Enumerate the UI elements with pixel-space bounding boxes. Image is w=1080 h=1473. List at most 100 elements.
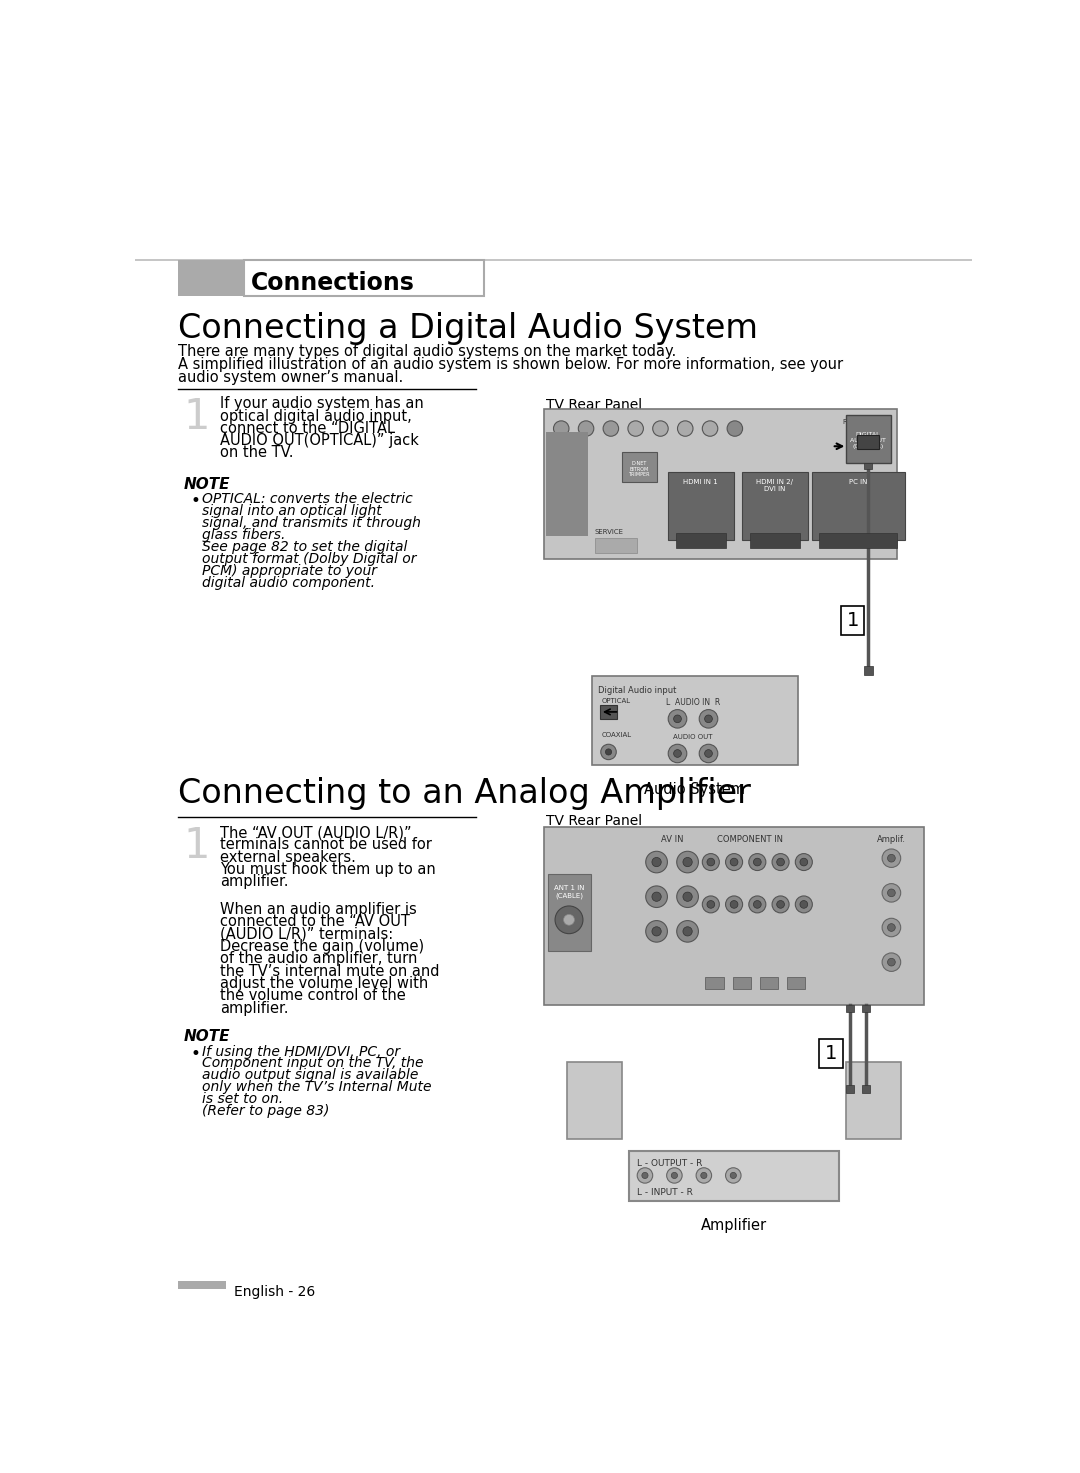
Circle shape xyxy=(564,915,575,925)
Circle shape xyxy=(674,750,681,757)
Circle shape xyxy=(646,851,667,873)
Circle shape xyxy=(730,859,738,866)
Circle shape xyxy=(888,959,895,966)
Bar xyxy=(846,415,891,463)
Bar xyxy=(742,473,808,541)
Circle shape xyxy=(704,714,713,723)
Circle shape xyxy=(748,896,766,913)
Text: (AUDIO L/R)” terminals:: (AUDIO L/R)” terminals: xyxy=(220,927,393,941)
Circle shape xyxy=(726,896,743,913)
Text: signal into an optical light: signal into an optical light xyxy=(202,504,382,518)
Bar xyxy=(732,977,751,988)
Circle shape xyxy=(800,900,808,909)
Bar xyxy=(622,452,657,483)
Bar xyxy=(545,433,589,536)
Circle shape xyxy=(646,885,667,907)
Text: 1: 1 xyxy=(825,1044,837,1064)
Text: If your audio system has an: If your audio system has an xyxy=(220,396,424,411)
Circle shape xyxy=(704,750,713,757)
Circle shape xyxy=(882,918,901,937)
Bar xyxy=(847,1005,854,1012)
Circle shape xyxy=(777,900,784,909)
Text: The “AV OUT (AUDIO L/R)”: The “AV OUT (AUDIO L/R)” xyxy=(220,825,411,840)
Circle shape xyxy=(888,854,895,862)
Text: the volume control of the: the volume control of the xyxy=(220,988,406,1003)
Text: TV Rear Panel: TV Rear Panel xyxy=(545,398,642,412)
Text: output format (Dolby Digital or: output format (Dolby Digital or xyxy=(202,552,417,566)
Bar xyxy=(820,1038,842,1068)
Circle shape xyxy=(677,885,699,907)
Circle shape xyxy=(699,744,718,763)
Circle shape xyxy=(882,953,901,971)
Text: There are many types of digital audio systems on the market today.: There are many types of digital audio sy… xyxy=(177,343,676,359)
Text: D-NET
BITROM
TRIMPER: D-NET BITROM TRIMPER xyxy=(627,461,649,477)
Bar xyxy=(750,533,800,548)
Text: A simplified illustration of an audio system is shown below. For more informatio: A simplified illustration of an audio sy… xyxy=(177,356,842,373)
Bar xyxy=(676,533,727,548)
Circle shape xyxy=(555,906,583,934)
Bar xyxy=(841,605,864,635)
Circle shape xyxy=(727,421,743,436)
Bar xyxy=(595,538,637,554)
Text: Connecting a Digital Audio System: Connecting a Digital Audio System xyxy=(177,311,758,345)
Text: Audio System: Audio System xyxy=(644,782,745,797)
Text: TV Rear Panel: TV Rear Panel xyxy=(545,815,642,828)
Text: connected to the “AV OUT: connected to the “AV OUT xyxy=(220,915,410,929)
Text: Decrease the gain (volume): Decrease the gain (volume) xyxy=(220,940,424,955)
Circle shape xyxy=(578,421,594,436)
Circle shape xyxy=(600,744,617,760)
Circle shape xyxy=(702,421,718,436)
Circle shape xyxy=(642,1173,648,1178)
Bar xyxy=(820,533,896,548)
Text: SERVICE: SERVICE xyxy=(595,529,623,535)
Circle shape xyxy=(646,921,667,943)
Text: the TV’s internal mute on and: the TV’s internal mute on and xyxy=(220,963,440,978)
Text: signal, and transmits it through: signal, and transmits it through xyxy=(202,517,421,530)
Text: 1: 1 xyxy=(184,396,211,437)
Bar xyxy=(600,706,617,719)
Circle shape xyxy=(674,714,681,723)
Text: AUDIO OUT(OPTICAL)” jack: AUDIO OUT(OPTICAL)” jack xyxy=(220,433,419,448)
Bar xyxy=(177,1282,226,1289)
Text: COMPONENT IN: COMPONENT IN xyxy=(716,835,783,844)
Bar xyxy=(243,259,484,296)
Text: PC IN: PC IN xyxy=(849,479,867,485)
Circle shape xyxy=(652,857,661,866)
Circle shape xyxy=(672,1173,677,1178)
Text: terminals cannot be used for: terminals cannot be used for xyxy=(220,838,432,853)
Bar xyxy=(177,259,243,296)
Bar xyxy=(811,473,905,541)
Circle shape xyxy=(652,421,669,436)
Circle shape xyxy=(677,421,693,436)
Text: optical digital audio input,: optical digital audio input, xyxy=(220,408,411,424)
Text: Amplifier: Amplifier xyxy=(701,1218,767,1233)
Circle shape xyxy=(772,853,789,871)
Circle shape xyxy=(795,853,812,871)
Circle shape xyxy=(800,859,808,866)
Text: amplifier.: amplifier. xyxy=(220,875,288,890)
Text: If using the HDMI/DVI, PC, or: If using the HDMI/DVI, PC, or xyxy=(202,1044,401,1059)
Text: AV IN: AV IN xyxy=(661,835,684,844)
Circle shape xyxy=(699,710,718,728)
Bar xyxy=(567,1062,622,1139)
Text: DIGITAL
AUDIO OUT
(OPTICAL): DIGITAL AUDIO OUT (OPTICAL) xyxy=(850,433,886,449)
Circle shape xyxy=(697,1168,712,1183)
Text: L - INPUT - R: L - INPUT - R xyxy=(637,1187,693,1196)
Text: L - OUTPUT - R: L - OUTPUT - R xyxy=(637,1158,703,1168)
Bar xyxy=(847,1062,901,1139)
Text: OPTICAL: converts the electric: OPTICAL: converts the electric xyxy=(202,492,414,507)
Text: HDMI IN 1: HDMI IN 1 xyxy=(684,479,718,485)
Text: glass fibers.: glass fibers. xyxy=(202,529,286,542)
Circle shape xyxy=(772,896,789,913)
Text: English - 26: English - 26 xyxy=(234,1284,315,1299)
Bar xyxy=(786,977,806,988)
Text: amplifier.: amplifier. xyxy=(220,1000,288,1016)
Circle shape xyxy=(702,853,719,871)
Bar xyxy=(669,473,734,541)
Bar xyxy=(858,436,879,449)
Circle shape xyxy=(754,900,761,909)
Bar xyxy=(548,873,591,950)
Bar xyxy=(862,1005,869,1012)
Text: RS232C: RS232C xyxy=(842,418,869,424)
Text: Amplif.: Amplif. xyxy=(877,835,906,844)
